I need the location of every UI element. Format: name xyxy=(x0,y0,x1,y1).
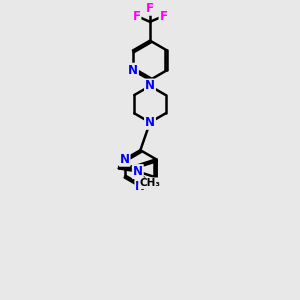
Text: N: N xyxy=(135,180,146,193)
Text: F: F xyxy=(133,10,140,22)
Text: CH₃: CH₃ xyxy=(139,178,160,188)
Text: N: N xyxy=(128,64,138,77)
Text: F: F xyxy=(160,10,167,22)
Text: N: N xyxy=(133,165,143,178)
Text: F: F xyxy=(146,2,154,15)
Text: N: N xyxy=(145,116,155,129)
Text: N: N xyxy=(145,80,155,92)
Text: N: N xyxy=(120,153,130,166)
